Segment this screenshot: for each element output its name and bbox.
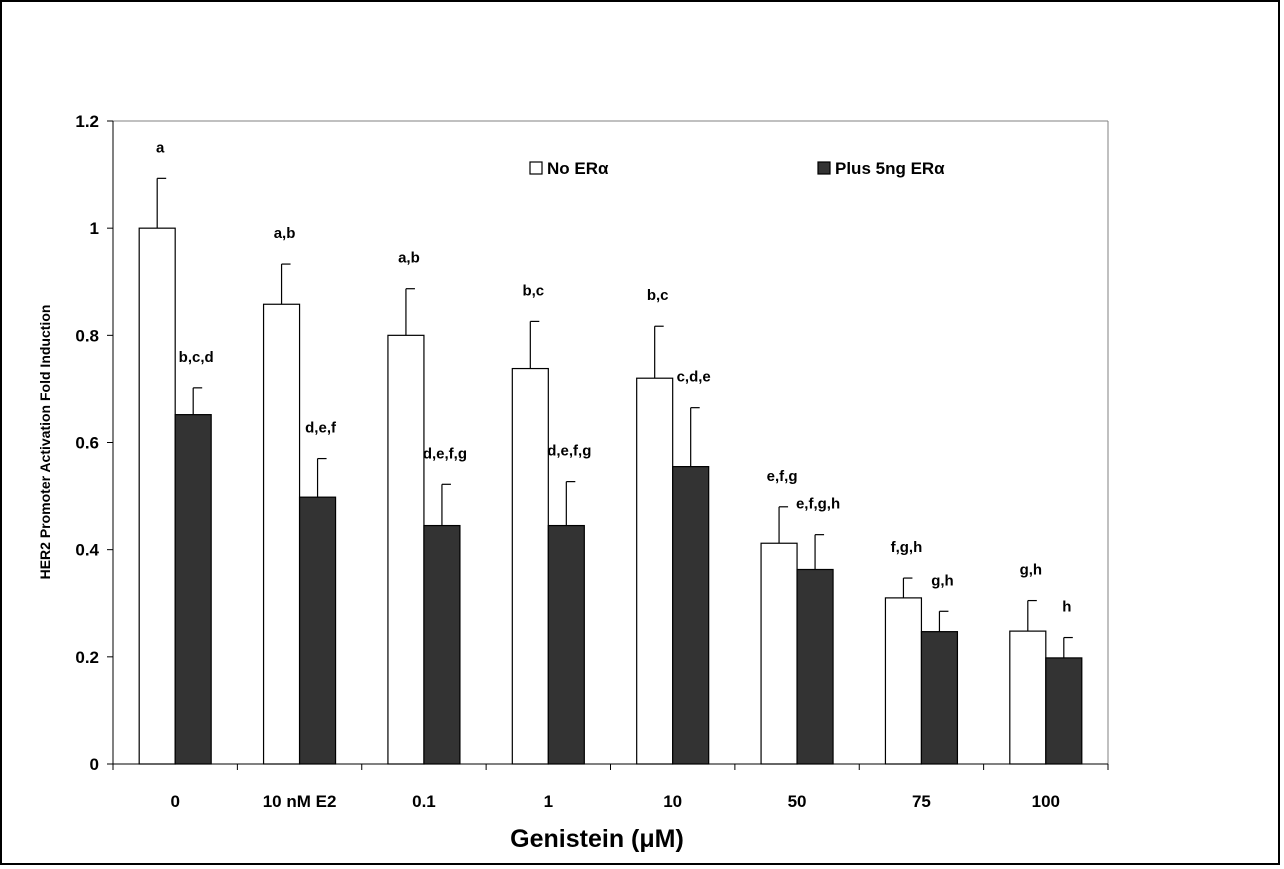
bar-plus-era xyxy=(796,568,834,765)
x-tick-label: 100 xyxy=(1032,792,1060,811)
significance-label: h xyxy=(1062,599,1071,616)
bar-no-era xyxy=(262,303,301,765)
bar-no-era xyxy=(884,597,923,765)
y-tick-label: 0.4 xyxy=(75,541,99,560)
y-tick-label: 1.2 xyxy=(75,112,99,131)
y-tick-label: 1 xyxy=(90,219,99,238)
y-tick-label: 0.6 xyxy=(75,434,99,453)
y-tick-label: 0 xyxy=(90,755,99,774)
bars xyxy=(138,177,1083,765)
significance-labels: a a,b a,b b,c b,c e,f,g f,g,h g,h b,c,d d,e,f d,e,… xyxy=(156,139,1071,615)
bar-no-era xyxy=(511,367,549,765)
legend: No ERα Plus 5ng ERα xyxy=(529,159,945,178)
x-tick-label: 1 xyxy=(544,792,553,811)
y-axis-title: HER2 Promoter Activation Fold Induction xyxy=(37,305,53,580)
bar-plus-era xyxy=(423,524,461,765)
bar-plus-era xyxy=(298,496,337,765)
significance-label: b,c,d xyxy=(179,349,214,366)
significance-label: f,g,h xyxy=(891,539,923,556)
bar-plus-era xyxy=(174,414,212,765)
bar-plus-era xyxy=(547,524,585,765)
significance-label: e,f,g,h xyxy=(796,496,840,513)
bar-no-era xyxy=(760,542,798,765)
x-tick-label: 10 xyxy=(663,792,682,811)
significance-label: g,h xyxy=(931,572,954,589)
significance-label: a xyxy=(156,139,165,156)
x-tick-label: 50 xyxy=(788,792,807,811)
significance-label: d,e,f,g xyxy=(547,443,591,460)
legend-swatch xyxy=(529,161,543,175)
significance-label: e,f,g xyxy=(767,468,798,485)
y-tick-label: 0.8 xyxy=(75,326,99,345)
x-axis-title: Genistein (μM) xyxy=(510,825,684,853)
significance-label: a,b xyxy=(398,250,420,267)
significance-label: a,b xyxy=(274,225,296,242)
legend-swatch xyxy=(817,161,831,175)
axes: 0 0.2 0.4 0.6 0.8 1 1.2 0 10 nM E2 0.1 1 10 50 75 100 xyxy=(75,112,1109,811)
bar-no-era xyxy=(138,227,176,765)
significance-label: g,h xyxy=(1020,562,1043,579)
legend-label: No ERα xyxy=(547,159,609,178)
significance-label: d,e,f xyxy=(305,420,337,437)
significance-label: d,e,f,g xyxy=(423,445,467,462)
significance-label: b,c xyxy=(522,282,544,299)
significance-label: b,c xyxy=(647,287,669,304)
x-tick-label: 75 xyxy=(912,792,931,811)
significance-label: c,d,e xyxy=(677,369,711,386)
bar-plus-era xyxy=(920,631,959,765)
bar-plus-era xyxy=(1045,657,1083,765)
x-tick-label: 0.1 xyxy=(412,792,436,811)
x-tick-label: 10 nM E2 xyxy=(263,792,337,811)
y-tick-label: 0.2 xyxy=(75,648,99,667)
bar-no-era xyxy=(387,334,425,765)
legend-label: Plus 5ng ERα xyxy=(835,159,945,178)
bar-plus-era xyxy=(672,466,710,765)
bar-no-era xyxy=(636,377,674,765)
x-tick-label: 0 xyxy=(170,792,179,811)
bar-no-era xyxy=(1009,630,1047,765)
